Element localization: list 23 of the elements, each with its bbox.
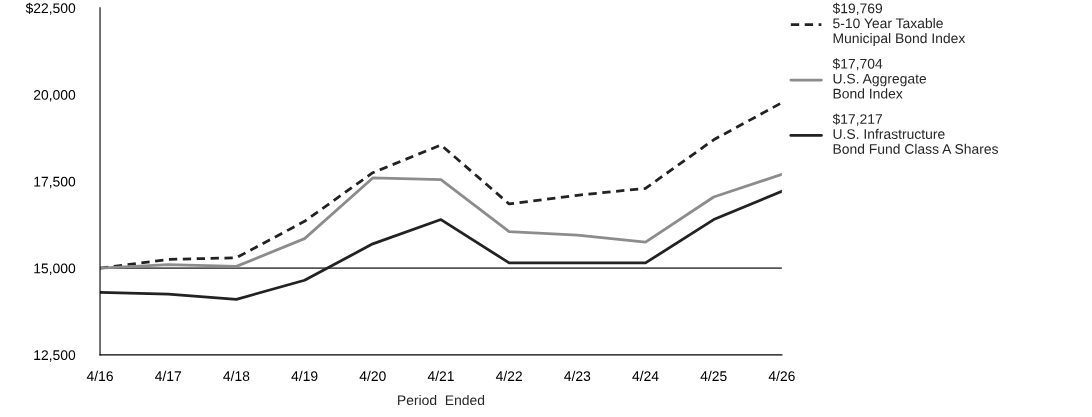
legend-label: $17,704 U.S. Aggregate Bond Index bbox=[832, 58, 927, 99]
y-tick-label: $22,500 bbox=[25, 2, 76, 15]
x-tick-label: 4/16 bbox=[86, 370, 113, 382]
legend-label: $19,769 5-10 Year Taxable Municipal Bond Index bbox=[832, 2, 966, 46]
line-series bbox=[100, 101, 782, 270]
x-axis-title: Period Ended bbox=[398, 394, 485, 406]
legend-label: $17,217 U.S. Infrastructure Bond Fund Class A Shares bbox=[832, 113, 998, 154]
x-tick-label: 4/18 bbox=[223, 370, 250, 382]
x-tick-label: 4/23 bbox=[564, 370, 591, 382]
y-tick-label: 20,000 bbox=[33, 89, 76, 102]
x-tick-label: 4/21 bbox=[427, 370, 454, 382]
x-tick-label: 4/25 bbox=[700, 370, 727, 382]
x-tick-label: 4/19 bbox=[291, 370, 318, 382]
y-tick-label: 15,000 bbox=[34, 263, 76, 275]
x-tick-label: 4/20 bbox=[359, 370, 386, 382]
line-series bbox=[100, 189, 782, 301]
y-tick-label: 17,500 bbox=[34, 176, 76, 189]
x-tick-label: 4/17 bbox=[155, 370, 182, 382]
y-tick-label: 12,500 bbox=[34, 350, 76, 362]
x-tick-label: 4/26 bbox=[768, 370, 795, 382]
x-tick-label: 4/24 bbox=[632, 370, 659, 382]
line-series bbox=[100, 172, 782, 270]
x-tick-label: 4/22 bbox=[495, 370, 522, 382]
